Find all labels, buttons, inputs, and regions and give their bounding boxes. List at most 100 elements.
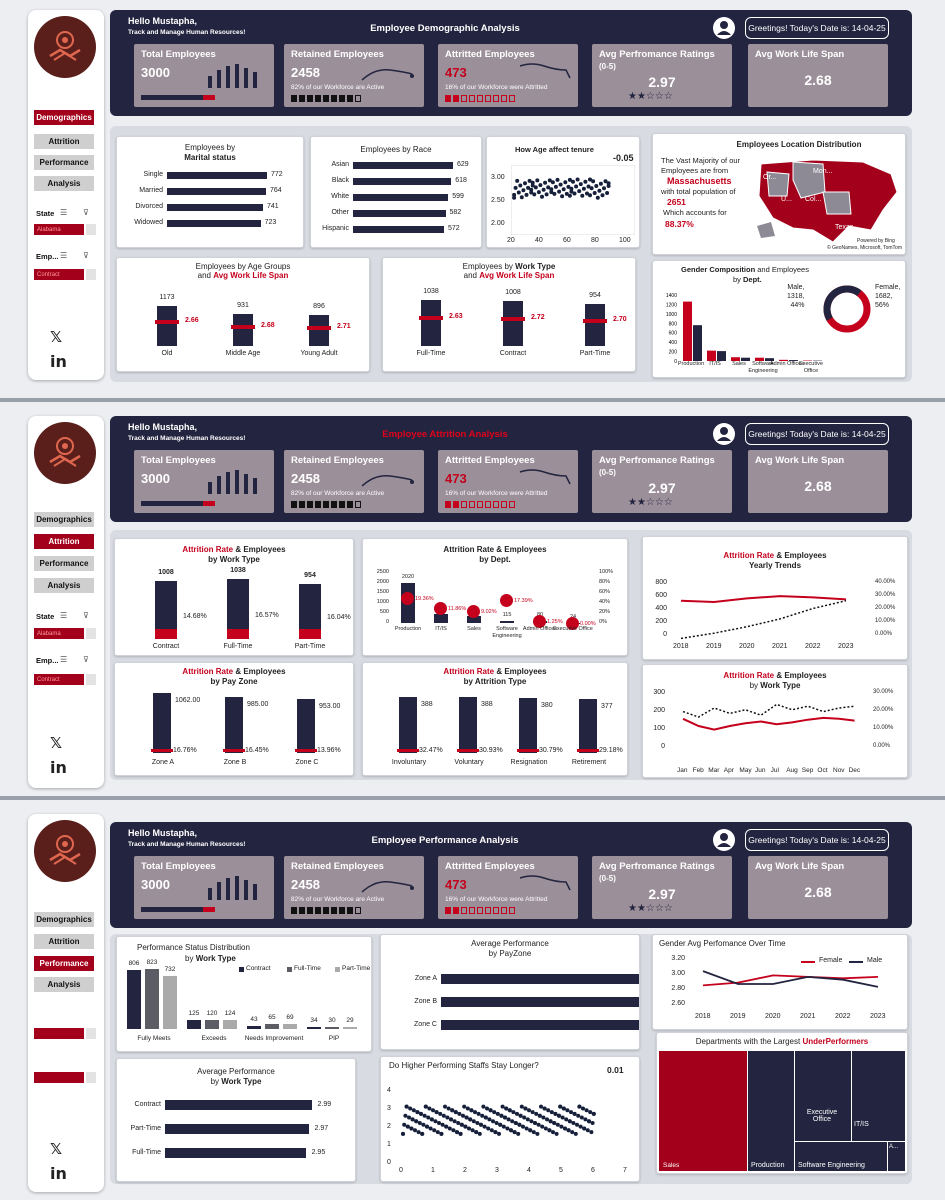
- nav-demographics[interactable]: Demographics: [34, 110, 94, 125]
- state-slicer-scroll[interactable]: [86, 224, 96, 235]
- multi-select-icon[interactable]: ☰: [60, 611, 68, 620]
- linkedin-icon[interactable]: in: [50, 758, 67, 777]
- nav-attrition[interactable]: Attrition: [34, 534, 94, 549]
- y-tick: 3: [387, 1105, 391, 1112]
- treemap-cell[interactable]: Production: [748, 1051, 794, 1171]
- nav-performance[interactable]: Performance: [34, 956, 94, 971]
- state-slicer-scroll[interactable]: [86, 628, 96, 639]
- chart-title: Performance Status Distribution: [137, 943, 250, 952]
- scatter-point: [401, 1131, 405, 1136]
- y2-tick: 10.00%: [875, 618, 896, 624]
- scatter-plot: [511, 165, 635, 235]
- bar-value: 120: [206, 1010, 218, 1018]
- x-icon[interactable]: 𝕏: [50, 328, 63, 346]
- nav-performance[interactable]: Performance: [34, 155, 94, 170]
- y-tick: 200: [655, 618, 667, 625]
- state-slicer-item[interactable]: Alabama: [34, 224, 84, 235]
- emp-slicer-scroll[interactable]: [86, 674, 96, 685]
- treemap-cell[interactable]: Executive Office: [795, 1051, 851, 1141]
- bar-mark: [467, 616, 481, 623]
- performance-status-chart: Performance Status Distribution by Work …: [116, 936, 372, 1052]
- clear-filter-icon[interactable]: ⊽: [83, 655, 89, 664]
- emp-slicer-item[interactable]: Contract: [34, 674, 84, 685]
- multi-select-icon[interactable]: ☰: [60, 208, 68, 217]
- clear-filter-icon[interactable]: ⊽: [83, 208, 89, 217]
- treemap-cell[interactable]: IT/IS: [852, 1051, 905, 1141]
- scatter-point: [467, 1126, 471, 1131]
- page-title: Employee Attrition Analysis: [382, 429, 508, 440]
- scatter-point: [575, 1122, 579, 1127]
- rate-marker: [566, 617, 579, 630]
- rate-marker: [467, 605, 480, 619]
- bar-value: 377: [601, 702, 613, 710]
- age-group-chart: Employees by Age Groups and Avg Work Lif…: [116, 257, 370, 372]
- bar-mark: [353, 178, 452, 185]
- y2-tick: 40.00%: [875, 579, 896, 585]
- scatter-point: [513, 1121, 518, 1125]
- nav-attrition[interactable]: Attrition: [34, 934, 94, 949]
- scatter-point: [598, 181, 603, 186]
- x-icon[interactable]: 𝕏: [50, 1140, 63, 1158]
- multi-select-icon[interactable]: ☰: [60, 251, 68, 260]
- bar-value: 388: [481, 701, 493, 708]
- scatter-point: [417, 1121, 422, 1125]
- emp-slicer-scroll[interactable]: [86, 269, 96, 280]
- bar-mark: [441, 997, 639, 1007]
- chart-subtitle: by Work Type: [749, 681, 801, 690]
- x-tick: Jul: [770, 767, 779, 774]
- scatter-point: [518, 1113, 523, 1118]
- emp-slicer-item[interactable]: Contract: [34, 269, 84, 280]
- map-text: Employees are from: [661, 166, 729, 175]
- treemap-cell[interactable]: A...: [888, 1142, 905, 1171]
- bar-mark: [299, 583, 321, 639]
- female-bar: [731, 357, 740, 361]
- nav-analysis[interactable]: Analysis: [34, 176, 94, 191]
- nav-performance[interactable]: Performance: [34, 556, 94, 571]
- category-label: Resignation: [510, 759, 548, 766]
- scatter-point: [594, 184, 599, 188]
- scatter-plot: [401, 1104, 596, 1136]
- category-label: Executive Office: [799, 361, 823, 374]
- race-chart: Employees by Race Asian 629 Black 618 White 5…: [310, 136, 482, 248]
- treemap-cell[interactable]: Sales: [659, 1051, 747, 1171]
- clear-filter-icon[interactable]: ⊽: [83, 251, 89, 260]
- bar-mark: [503, 301, 523, 346]
- x-tick: May: [739, 767, 752, 774]
- bar-value: 2020: [401, 573, 415, 580]
- nav-demographics[interactable]: Demographics: [34, 512, 94, 527]
- nav-analysis[interactable]: Analysis: [34, 977, 94, 992]
- scatter-point: [585, 1128, 590, 1133]
- rate-value: 17.39%: [514, 598, 533, 605]
- chart-subtitle: by Work Type: [210, 1077, 262, 1086]
- kpi-title: Attritted Employees: [445, 455, 535, 466]
- state-slicer-item[interactable]: Alabama: [34, 628, 84, 639]
- emp-slicer-scroll[interactable]: [86, 1072, 96, 1083]
- nav-demographics[interactable]: Demographics: [34, 912, 94, 927]
- state-slicer-scroll[interactable]: [86, 1028, 96, 1039]
- scatter-point: [549, 1110, 554, 1115]
- emp-slicer-item[interactable]: [34, 1072, 84, 1083]
- linkedin-icon[interactable]: in: [50, 1164, 67, 1183]
- x-icon[interactable]: 𝕏: [50, 734, 63, 752]
- user-avatar-icon[interactable]: [713, 17, 735, 39]
- rate-value: 14.68%: [183, 612, 207, 620]
- legend-label: Part-Time: [342, 965, 371, 972]
- bar-mark: [307, 1026, 321, 1029]
- scatter-point: [447, 1126, 452, 1131]
- scatter-point: [513, 185, 518, 190]
- user-avatar-icon[interactable]: [713, 423, 735, 445]
- scatter-point: [403, 1113, 408, 1118]
- nav-analysis[interactable]: Analysis: [34, 578, 94, 593]
- state-slicer-item[interactable]: [34, 1028, 84, 1039]
- nav-attrition[interactable]: Attrition: [34, 134, 94, 149]
- multi-select-icon[interactable]: ☰: [60, 655, 68, 664]
- clear-filter-icon[interactable]: ⊽: [83, 611, 89, 620]
- chart-title: Attrition Rate & Employees: [723, 671, 827, 680]
- rate-value: 32.47%: [419, 747, 443, 754]
- scatter-point: [441, 1113, 446, 1118]
- user-avatar-icon[interactable]: [713, 829, 735, 851]
- date-greeting: Greetings! Today's Date is: 14-04-25: [745, 17, 889, 39]
- treemap-cell[interactable]: Software Engineering: [795, 1142, 887, 1171]
- linkedin-icon[interactable]: in: [50, 352, 67, 371]
- kpi-title: Retained Employees: [291, 455, 384, 466]
